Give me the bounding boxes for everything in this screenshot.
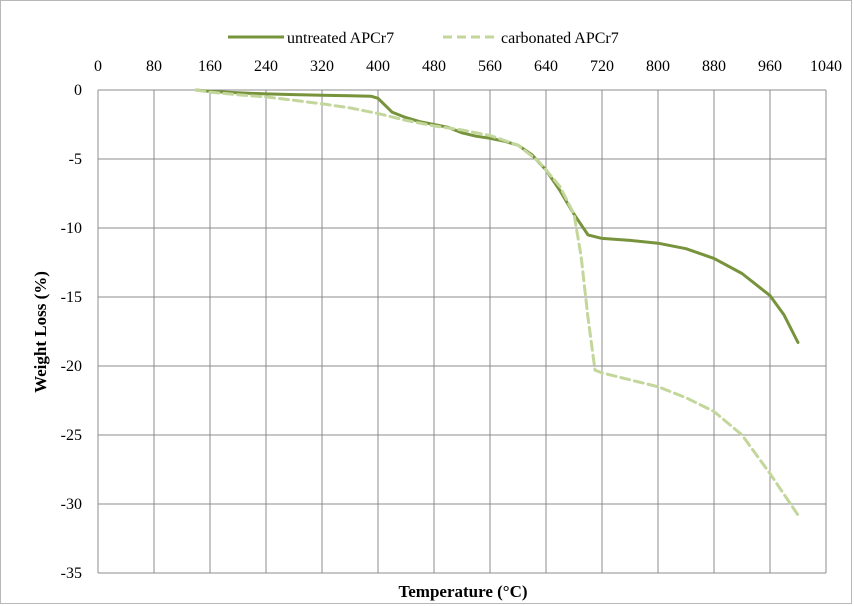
y-tick-label: 0 [74, 82, 82, 99]
x-tick-label: 400 [366, 58, 390, 75]
y-tick-labels: 0 -5 -10 -15 -20 -25 -30 -35 [61, 82, 82, 582]
y-tick-label: -30 [61, 496, 82, 513]
series-line-carbonated [194, 88, 800, 517]
x-tick-label: 480 [422, 58, 446, 75]
x-tick-label: 880 [702, 58, 726, 75]
x-tick-label: 560 [478, 58, 502, 75]
series-layer [194, 88, 800, 517]
x-tick-label: 720 [590, 58, 614, 75]
x-tick-label: 80 [146, 58, 162, 75]
y-tick-label: -15 [61, 289, 82, 306]
x-tick-label: 800 [646, 58, 670, 75]
x-tick-label: 960 [758, 58, 782, 75]
series-line-untreated [194, 88, 800, 344]
x-tick-label: 240 [254, 58, 278, 75]
y-tick-label: -10 [61, 220, 82, 237]
grid-lines [97, 89, 827, 574]
y-tick-label: -20 [61, 358, 82, 375]
y-tick-label: -35 [61, 565, 82, 582]
y-tick-label: -25 [61, 427, 82, 444]
legend-label-carbonated: carbonated APCr7 [501, 30, 619, 47]
x-tick-label: 640 [534, 58, 558, 75]
x-tick-label: 0 [94, 58, 102, 75]
x-tick-labels: 0 80 160 240 320 400 480 560 640 720 800 880 960 1040 [94, 58, 842, 75]
x-tick-label: 160 [198, 58, 222, 75]
legend: untreated APCr7 carbonated APCr7 [228, 30, 619, 47]
x-tick-label: 1040 [810, 58, 842, 75]
x-axis-title: Temperature (°C) [398, 582, 527, 601]
y-axis-title: Weight Loss (%) [31, 271, 50, 393]
legend-label-untreated: untreated APCr7 [287, 30, 394, 47]
x-tick-label: 320 [310, 58, 334, 75]
y-tick-label: -5 [69, 151, 82, 168]
